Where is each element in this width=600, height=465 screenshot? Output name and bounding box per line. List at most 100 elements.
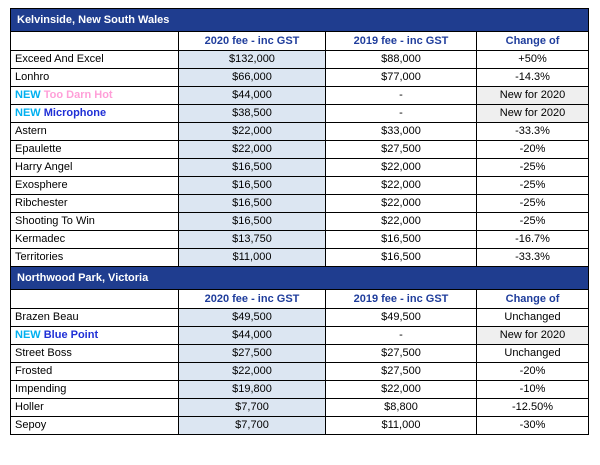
fee-2019: $22,000	[325, 380, 477, 399]
horse-name-cell: NEW Too Darn Hot	[10, 86, 179, 105]
data-row: NEW Microphone $38,500- New for 2020	[10, 104, 590, 123]
horse-name: Kermadec	[15, 233, 66, 245]
data-row: Impending $19,800 $22,000 -10%	[10, 380, 590, 399]
horse-name-cell: Exceed And Excel	[10, 50, 179, 69]
fee-2020: $132,000	[178, 50, 326, 69]
fee-2019: $22,000	[325, 212, 477, 231]
horse-name: Sepoy	[15, 419, 47, 431]
horse-name-cell: Frosted	[10, 362, 179, 381]
fee-2020: $66,000	[178, 68, 326, 87]
section-title-row: Kelvinside, New South Wales	[9, 8, 590, 32]
fee-change: New for 2020	[475, 86, 590, 105]
fee-2019: $8,800	[325, 398, 477, 417]
fee-2020: $11,000	[178, 248, 326, 267]
fee-change: -33.3%	[475, 248, 590, 267]
data-row: Exceed And Excel $132,000 $88,000 +50%	[10, 50, 590, 69]
fee-change: -16.7%	[475, 230, 590, 249]
horse-name-cell: Shooting To Win	[10, 212, 179, 231]
horse-name: Harry Angel	[15, 161, 73, 173]
fee-change: -20%	[475, 362, 590, 381]
fee-change: -25%	[475, 158, 590, 177]
fee-2019: $27,500	[325, 344, 477, 363]
fee-2020: $16,500	[178, 194, 326, 213]
fee-2020: $16,500	[178, 158, 326, 177]
fee-2019: $27,500	[325, 362, 477, 381]
horse-name-cell: Harry Angel	[10, 158, 179, 177]
data-row: Harry Angel $16,500 $22,000 -25%	[10, 158, 590, 177]
data-row: Brazen Beau $49,500 $49,500 Unchanged	[10, 308, 590, 327]
horse-name: Exceed And Excel	[15, 53, 104, 65]
fee-2019: $33,000	[325, 122, 477, 141]
horse-name-cell: Exosphere	[10, 176, 179, 195]
fee-2020: $16,500	[178, 176, 326, 195]
horse-name: Holler	[15, 401, 44, 413]
horse-name-cell: Impending	[10, 380, 179, 399]
data-row: NEW Too Darn Hot $44,000- New for 2020	[10, 86, 590, 105]
fee-2019: $22,000	[325, 176, 477, 195]
fee-change: -25%	[475, 212, 590, 231]
fee-change: -30%	[475, 416, 590, 435]
fee-2019: $16,500	[325, 230, 477, 249]
fee-2020: $19,800	[178, 380, 326, 399]
data-row: Kermadec $13,750 $16,500 -16.7%	[10, 230, 590, 249]
header-blank	[10, 31, 179, 51]
section-title-row: Northwood Park, Victoria	[9, 266, 590, 290]
stallion-fee-table: Kelvinside, New South Wales 2020 fee - in…	[9, 8, 590, 435]
fee-2019: -	[325, 326, 477, 345]
fee-change: -12.50%	[475, 398, 590, 417]
header-blank	[10, 289, 179, 309]
horse-name-cell: Brazen Beau	[10, 308, 179, 327]
horse-name-cell: Astern	[10, 122, 179, 141]
horse-name: Frosted	[15, 365, 53, 377]
fee-2019: $22,000	[325, 158, 477, 177]
fee-2019: -	[325, 104, 477, 123]
horse-name-cell: Lonhro	[10, 68, 179, 87]
data-row: Lonhro $66,000 $77,000 -14.3%	[10, 68, 590, 87]
horse-name: Brazen Beau	[15, 311, 79, 323]
fee-2019: $49,500	[325, 308, 477, 327]
fee-2019: $22,000	[325, 194, 477, 213]
horse-name: Ribchester	[15, 197, 68, 209]
fee-2020: $22,000	[178, 140, 326, 159]
horse-name-cell: Ribchester	[10, 194, 179, 213]
horse-name-cell: Sepoy	[10, 416, 179, 435]
horse-name: Impending	[15, 383, 67, 395]
fee-change: -33.3%	[475, 122, 590, 141]
section-title: Northwood Park, Victoria	[9, 266, 590, 290]
data-row: Astern $22,000 $33,000 -33.3%	[10, 122, 590, 141]
column-header: 2020 fee - inc GST	[178, 31, 326, 51]
fee-2020: $27,500	[178, 344, 326, 363]
horse-name: Microphone	[43, 107, 107, 119]
new-tag: NEW	[15, 89, 41, 101]
column-header: 2019 fee - inc GST	[325, 31, 477, 51]
fee-2020: $7,700	[178, 416, 326, 435]
fee-change: -25%	[475, 176, 590, 195]
horse-name: Too Darn Hot	[43, 89, 113, 101]
fee-2020: $16,500	[178, 212, 326, 231]
fee-2020: $22,000	[178, 362, 326, 381]
fee-change: -20%	[475, 140, 590, 159]
horse-name: Blue Point	[43, 329, 99, 341]
fee-change: -10%	[475, 380, 590, 399]
horse-name-cell: NEW Microphone	[10, 104, 179, 123]
fee-2019: $88,000	[325, 50, 477, 69]
column-header: Change of	[475, 289, 590, 309]
fee-2019: -	[325, 86, 477, 105]
fee-2020: $7,700	[178, 398, 326, 417]
fee-2020: $38,500	[178, 104, 326, 123]
fee-2019: $11,000	[325, 416, 477, 435]
horse-name-cell: Kermadec	[10, 230, 179, 249]
data-row: Frosted $22,000 $27,500 -20%	[10, 362, 590, 381]
fee-2020: $13,750	[178, 230, 326, 249]
fee-2019: $77,000	[325, 68, 477, 87]
fee-change: New for 2020	[475, 104, 590, 123]
column-header: 2020 fee - inc GST	[178, 289, 326, 309]
horse-name: Territories	[15, 251, 64, 263]
new-tag: NEW	[15, 107, 41, 119]
horse-name-cell: Territories	[10, 248, 179, 267]
section-title: Kelvinside, New South Wales	[9, 8, 590, 32]
horse-name-cell: Street Boss	[10, 344, 179, 363]
fee-change: -14.3%	[475, 68, 590, 87]
data-row: Holler $7,700 $8,800 -12.50%	[10, 398, 590, 417]
fee-2020: $44,000	[178, 86, 326, 105]
